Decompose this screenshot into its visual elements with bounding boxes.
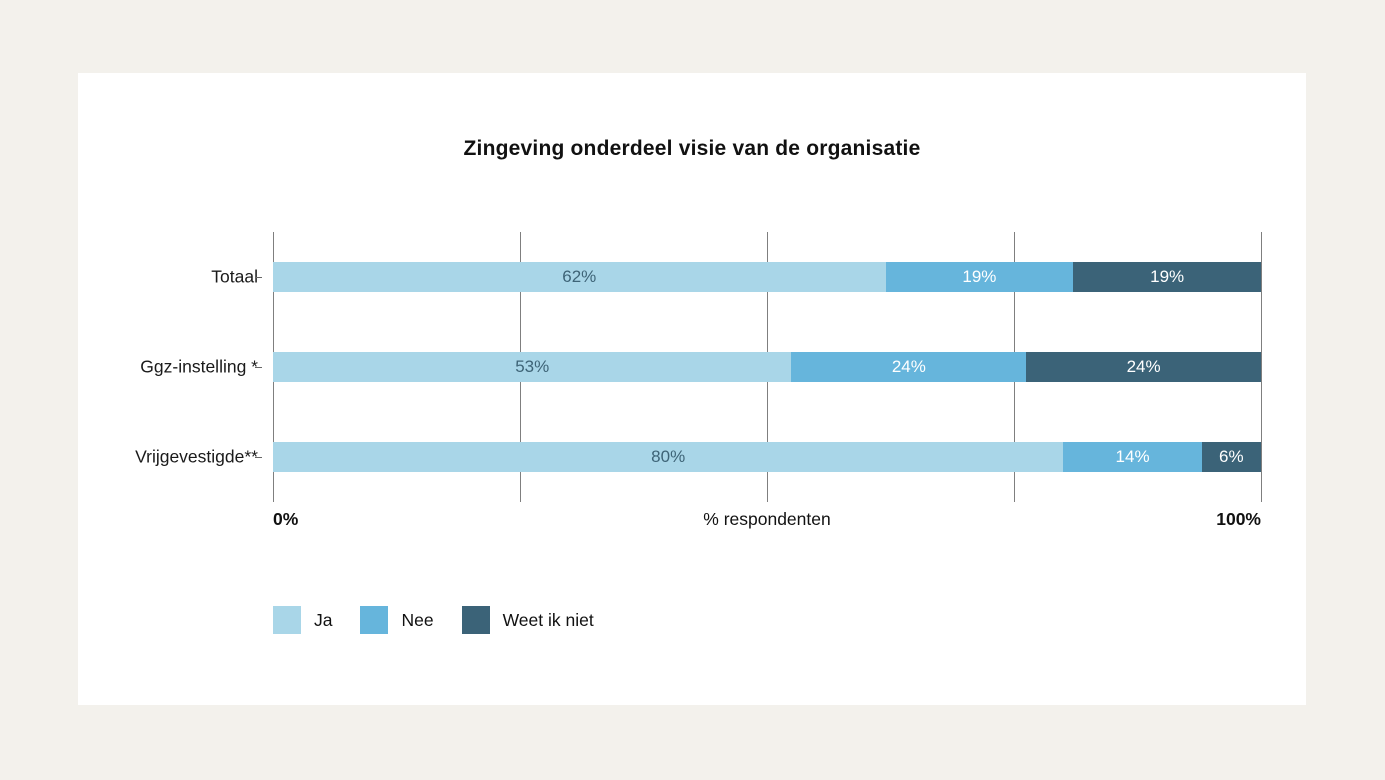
category-label: Ggz-instelling * [140,356,258,377]
y-tick [255,367,262,368]
value-label: 24% [1126,357,1161,376]
bar-segment-weet-ik-niet: 19% [1073,262,1261,292]
value-label: 19% [1150,267,1185,286]
plot-area: Totaal 62% 19% 19% Ggz-instelling * 53% 24% 24%… [135,232,1262,502]
chart-row: Vrijgevestigde** 80% 14% 6% [135,412,1261,502]
value-label: 53% [515,357,550,376]
chart-row: Totaal 62% 19% 19% [211,232,1261,322]
bar-segment-ja: 80% [273,442,1064,472]
y-tick [255,457,262,458]
bar-segment-nee: 14% [1063,442,1202,472]
legend-item-weet-ik-niet: Weet ik niet [461,606,594,634]
legend-swatch [360,606,389,634]
x-axis-label: % respondenten [703,509,831,529]
legend-label: Nee [401,609,434,630]
value-label: 62% [562,267,597,286]
value-label: 24% [891,357,926,376]
chart-title: Zingeving onderdeel visie van de organis… [463,137,921,160]
legend-label: Weet ik niet [502,609,594,630]
category-label: Totaal [211,266,258,287]
bar-segment-nee: 19% [885,262,1074,292]
stacked-bar: 80% 14% 6% [273,442,1261,472]
legend-item-ja: Ja [273,606,332,634]
value-label: 80% [651,447,686,466]
bar-segment-nee: 24% [791,352,1027,382]
bar-segment-weet-ik-niet: 24% [1026,352,1261,382]
legend-label: Ja [314,609,333,630]
y-tick [255,277,262,278]
x-tick-min: 0% [273,509,299,529]
stacked-bar: 53% 24% 24% [273,352,1261,382]
value-label: 14% [1115,447,1150,466]
legend: Ja Nee Weet ik niet [273,606,622,634]
chart-row: Ggz-instelling * 53% 24% 24% [140,322,1261,412]
x-axis: 0% % respondenten 100% [273,509,1261,535]
stacked-bar: 62% 19% 19% [273,262,1261,292]
chart-card: Zingeving onderdeel visie van de organis… [78,73,1306,705]
bar-segment-ja: 62% [273,262,886,292]
x-tick-max: 100% [1216,509,1261,529]
value-label: 19% [962,267,997,286]
legend-item-nee: Nee [360,606,434,634]
bar-segment-weet-ik-niet: 6% [1201,442,1261,472]
legend-swatch [273,606,301,634]
legend-swatch [461,606,490,634]
category-label: Vrijgevestigde** [135,446,258,467]
value-label: 6% [1219,447,1244,466]
gridline-100pct [1260,232,1262,502]
bar-segment-ja: 53% [273,352,792,382]
